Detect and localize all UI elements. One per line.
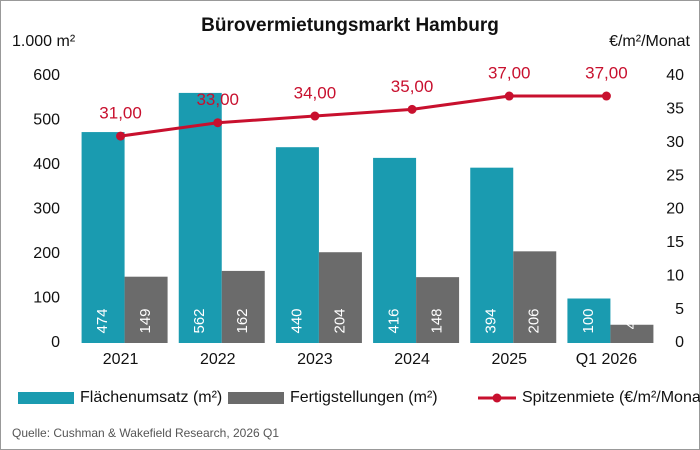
- bar-value-label: 394: [483, 308, 500, 333]
- line-value-label: 37,00: [488, 64, 531, 83]
- line-value-label: 33,00: [196, 90, 239, 109]
- y-tick-label: 200: [33, 245, 60, 262]
- y2-tick-label: 35: [666, 101, 684, 118]
- line-marker: [310, 111, 320, 121]
- y-tick-label: 100: [33, 290, 60, 307]
- bar-value-label: 41: [623, 313, 640, 330]
- bar-value-label: 416: [386, 308, 403, 333]
- y2-tick-label: 10: [666, 267, 684, 284]
- y2-tick-label: 30: [666, 134, 684, 151]
- bar: [124, 276, 168, 343]
- line-marker: [601, 91, 611, 101]
- line-value-label: 31,00: [99, 104, 142, 123]
- source-note: Quelle: Cushman & Wakefield Research, 20…: [12, 426, 279, 440]
- bar-value-label: 204: [331, 308, 348, 333]
- bar: [416, 277, 460, 343]
- legend-label: Fertigstellungen (m²): [290, 389, 438, 406]
- bar: [221, 270, 265, 343]
- line-marker: [213, 118, 223, 128]
- bar-value-label: 474: [94, 308, 111, 333]
- y-tick-label: 600: [33, 67, 60, 84]
- line-marker: [407, 104, 417, 114]
- bar: [610, 324, 654, 343]
- y-axis-label: 1.000 m²: [12, 33, 76, 50]
- bar: [275, 147, 319, 343]
- bar: [81, 132, 125, 343]
- x-tick-label: Q1 2026: [576, 351, 637, 368]
- legend-swatch: [228, 392, 284, 404]
- y2-tick-label: 20: [666, 201, 684, 218]
- bar-value-label: 149: [137, 308, 154, 333]
- legend-label: Spitzenmiete (€/m²/Monat): [522, 389, 700, 406]
- bar: [318, 252, 362, 343]
- x-tick-label: 2024: [394, 351, 430, 368]
- bar-value-label: 100: [580, 308, 597, 333]
- x-tick-label: 2023: [297, 351, 333, 368]
- line-value-label: 37,00: [585, 64, 628, 83]
- y2-tick-label: 0: [675, 334, 684, 351]
- line-value-label: 35,00: [391, 77, 434, 96]
- bar-value-label: 206: [526, 308, 543, 333]
- line-marker: [116, 131, 126, 141]
- legend-swatch-marker: [492, 393, 502, 403]
- y2-tick-label: 25: [666, 167, 684, 184]
- line-value-label: 34,00: [294, 84, 337, 103]
- x-tick-label: 2022: [200, 351, 236, 368]
- bar-value-label: 162: [234, 308, 251, 333]
- legend-swatch: [18, 392, 74, 404]
- x-tick-label: 2025: [491, 351, 527, 368]
- chart-title: Bürovermietungsmarkt Hamburg: [201, 15, 499, 36]
- legend-label: Flächenumsatz (m²): [80, 389, 222, 406]
- y2-tick-label: 40: [666, 67, 684, 84]
- bar-value-label: 440: [288, 308, 305, 333]
- bar: [178, 92, 222, 343]
- bar-value-label: 148: [429, 308, 446, 333]
- y2-tick-label: 15: [666, 234, 684, 251]
- y-tick-label: 0: [51, 334, 60, 351]
- y2-tick-label: 5: [675, 301, 684, 318]
- bar: [470, 167, 514, 343]
- y2-axis-label: €/m²/Monat: [609, 33, 690, 50]
- y-tick-label: 300: [33, 201, 60, 218]
- bar-value-label: 562: [191, 308, 208, 333]
- bar: [513, 251, 557, 343]
- line: [120, 94, 607, 138]
- x-tick-label: 2021: [103, 351, 139, 368]
- line-marker: [504, 91, 514, 101]
- bar: [373, 157, 417, 343]
- bar: [567, 298, 611, 343]
- y-tick-label: 500: [33, 112, 60, 129]
- y-tick-label: 400: [33, 156, 60, 173]
